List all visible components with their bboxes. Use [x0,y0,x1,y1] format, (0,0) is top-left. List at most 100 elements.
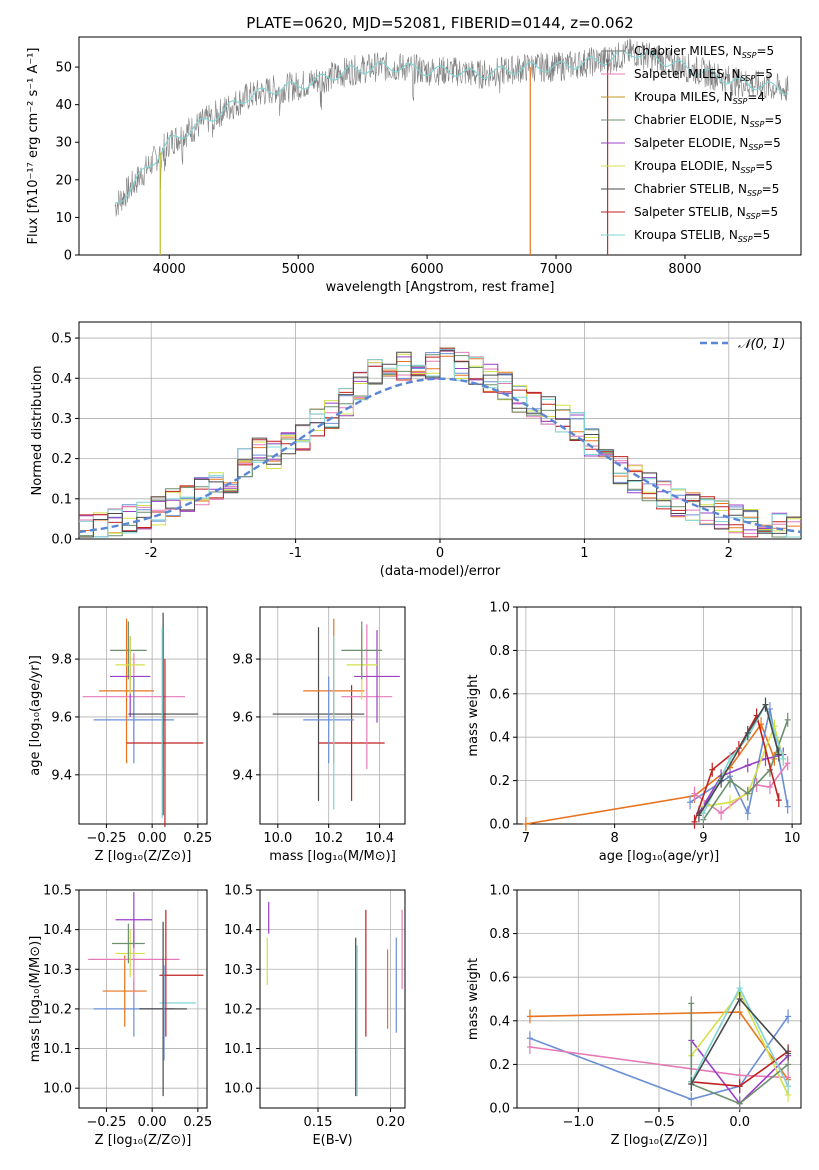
y-tick-label: 9.8 [51,653,72,668]
histogram-series [79,350,801,538]
x-tick-label: 9 [699,831,707,846]
age-vs-mass-panel: 10.0 10.2 10.4 9.4 9.6 9.8 mass [log₁₀(M/M⊙)] [232,606,406,864]
age-vs-Z-panel: −0.25 0.00 0.25 9.4 9.6 9.8 Z [log₁₀(Z/Z⊙)] age… [28,606,212,864]
axes-frame [259,606,406,825]
x-tick-label: 10.0 [263,831,292,846]
legend-label: Salpeter MILES, NSSP=5 [634,67,773,83]
x-axis-label: mass [log₁₀(M/M⊙)] [269,849,396,864]
weight-vs-age-panel: 7 8 9 10 0.0 0.2 0.4 0.6 0.8 1.0 age [log₁₀(age/yr… [466,601,802,864]
y-tick-label: 30 [55,136,72,151]
y-tick-label: 0.0 [51,533,72,548]
y-tick-label: 40 [55,98,72,113]
figure-title: PLATE=0620, MJD=52081, FIBERID=0144, z=0… [246,14,633,32]
y-tick-label: 0.0 [489,1102,510,1117]
spectrum-model-line [114,50,789,204]
x-axis-label: age [log₁₀(age/yr)] [599,849,720,864]
y-axis-label: Flux [fλ10⁻¹⁷ erg cm⁻² s⁻¹ A⁻¹] [26,48,41,245]
spectrum-panel: 4000 5000 6000 7000 8000 0 10 20 30 40 50 wavelengt… [26,36,802,295]
mass-vs-Z-panel: −0.25 0.00 0.25 10.0 10.1 10.2 10.3 10.4 10.5 Z [… [28,884,212,1149]
y-tick-label: 0.2 [489,1058,510,1073]
x-axis-label: Z [log₁₀(Z/Z⊙)] [95,849,192,864]
x-tick-label: −0.5 [643,1115,675,1130]
x-axis-label: wavelength [Angstrom, rest frame] [326,280,555,295]
y-tick-label: 0.6 [489,971,510,986]
y-tick-label: 0.8 [489,927,510,942]
axes-frame [516,889,802,1109]
y-tick-label: 0.3 [51,412,72,427]
y-tick-label: 1.0 [489,884,510,899]
x-tick-label: 7000 [539,262,572,277]
y-tick-label: 10.1 [224,1042,253,1057]
y-tick-label: 9.6 [232,710,253,725]
weight-series-line [529,1015,789,1101]
y-axis-label: age [log₁₀(age/yr)] [28,655,43,776]
x-tick-label: 10.2 [314,831,343,846]
y-tick-label: 10.2 [43,1002,72,1017]
x-tick-label: 10 [784,831,801,846]
y-axis-label: mass weight [466,958,481,1040]
y-tick-label: 0.5 [51,332,72,347]
x-tick-label: 2 [725,546,733,561]
legend-label: Chabrier ELODIE, NSSP=5 [634,113,782,129]
y-tick-label: 10.3 [224,963,253,978]
legend-label: Kroupa MILES, NSSP=4 [634,90,765,106]
x-tick-label: 0.00 [138,831,167,846]
y-tick-label: 0.1 [51,492,72,507]
legend-label: Kroupa STELIB, NSSP=5 [634,228,770,244]
x-tick-label: −1.0 [563,1115,595,1130]
y-axis-label: mass [log₁₀(M/M⊙)] [28,936,43,1063]
y-tick-label: 20 [55,173,72,188]
y-tick-label: 10.2 [224,1002,253,1017]
x-tick-label: 0.20 [376,1115,405,1130]
y-tick-label: 10.1 [43,1042,72,1057]
axes-frame [516,606,802,825]
x-tick-label: -2 [145,546,158,561]
x-axis-label: (data-model)/error [380,564,501,579]
x-axis-label: Z [log₁₀(Z/Z⊙)] [611,1133,708,1148]
y-tick-label: 0.2 [489,774,510,789]
y-tick-label: 0.4 [51,372,72,387]
x-tick-label: 1 [580,546,588,561]
axes-frame [78,36,802,256]
y-tick-label: 0 [64,249,72,264]
axes-frame [78,321,802,540]
y-tick-label: 10.4 [224,923,253,938]
y-tick-label: 9.4 [51,768,72,783]
weight-series-line [525,722,776,825]
x-tick-label: 10.4 [365,831,394,846]
x-tick-label: −0.25 [87,1115,127,1130]
y-tick-label: 0.6 [489,687,510,702]
y-axis-label: mass weight [466,674,481,756]
y-tick-label: 10 [55,211,72,226]
x-axis-label: Z [log₁₀(Z/Z⊙)] [95,1133,192,1148]
x-tick-label: 4000 [153,262,186,277]
x-tick-label: 8 [610,831,618,846]
weight-series-line [698,753,784,814]
x-tick-label: −0.25 [87,831,127,846]
x-tick-label: 7 [522,831,530,846]
x-tick-label: 0.00 [138,1115,167,1130]
legend-label: Chabrier MILES, NSSP=5 [634,44,774,60]
y-tick-label: 10.5 [43,884,72,899]
y-tick-label: 9.8 [232,653,253,668]
x-tick-label: 0.15 [304,1115,333,1130]
y-tick-label: 10.4 [43,923,72,938]
residuals-panel: -2 -1 0 1 2 0.0 0.1 0.2 0.3 0.4 0.5 (data-model)/er… [30,321,802,579]
x-axis-label: E(B-V) [312,1133,352,1148]
x-tick-label: -1 [289,546,302,561]
spectrum-data-line [114,38,789,217]
mass-vs-ebv-panel: 0.15 0.20 10.0 10.1 10.2 10.3 10.4 10.5 E(B-V) [224,884,406,1148]
x-tick-label: 0.0 [729,1115,750,1130]
weight-series-line [702,702,785,814]
legend-label: 𝒩(0, 1) [738,337,785,352]
y-tick-label: 10.3 [43,963,72,978]
axes-frame [78,889,208,1109]
y-tick-label: 10.0 [43,1082,72,1097]
legend-label: Salpeter STELIB, NSSP=5 [634,205,778,221]
weight-vs-Z-panel: −1.0 −0.5 0.0 0.0 0.2 0.4 0.6 0.8 1.0 Z [log₁₀(Z/… [466,884,802,1148]
x-tick-label: 0.25 [183,1115,212,1130]
axes-frame [78,606,208,825]
y-tick-label: 0.4 [489,731,510,746]
y-tick-label: 0.0 [489,818,510,833]
